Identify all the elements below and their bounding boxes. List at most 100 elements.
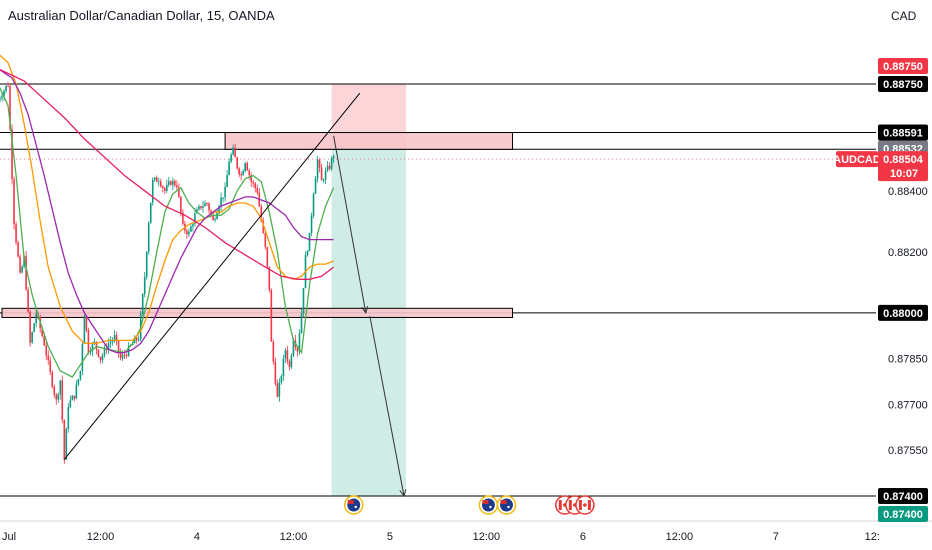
y-axis-tick-label: 0.88400	[888, 186, 928, 198]
candle	[168, 181, 170, 185]
candle	[23, 255, 25, 267]
candle	[170, 181, 172, 185]
candle	[151, 179, 154, 203]
projection-arrow[interactable]	[369, 315, 405, 497]
currency-label: CAD	[891, 9, 917, 23]
australia-event-icon[interactable]	[496, 495, 517, 515]
resistance-zone[interactable]	[224, 132, 514, 150]
x-axis-tick-label: 6	[580, 531, 586, 543]
candle	[5, 85, 7, 91]
candle	[220, 197, 222, 207]
candle	[21, 266, 23, 273]
australia-event-icon[interactable]	[478, 495, 499, 515]
candle	[308, 232, 311, 251]
candle	[268, 266, 271, 291]
canada-event-icon[interactable]	[575, 495, 595, 515]
x-axis-tick-label: 5	[387, 531, 393, 543]
candle	[25, 255, 27, 290]
candle	[264, 232, 267, 248]
x-axis-tick-label: 12:00	[666, 531, 694, 543]
candle	[141, 294, 144, 314]
candle	[57, 394, 60, 400]
candle	[288, 361, 291, 368]
candle	[7, 85, 9, 87]
candle	[113, 335, 116, 340]
candle	[65, 428, 68, 460]
x-axis-tick-label: 12:00	[87, 531, 115, 543]
candle	[31, 332, 33, 343]
candle	[234, 147, 236, 158]
ca-flag-bar	[578, 500, 582, 510]
candle	[159, 181, 162, 187]
support-zone[interactable]	[1, 307, 514, 318]
candle	[198, 206, 200, 210]
price-badge	[878, 506, 928, 522]
candle	[190, 226, 192, 232]
candle	[155, 177, 158, 182]
ca-flag-bar	[568, 500, 572, 510]
moving-average-line	[0, 68, 334, 280]
candle	[115, 335, 118, 341]
x-axis-tick-label: 4	[194, 531, 200, 543]
price-badge	[878, 304, 928, 321]
au-flag-star	[354, 505, 357, 509]
candle	[202, 206, 204, 209]
candle	[95, 341, 98, 350]
x-axis-tick-label: 12:00	[473, 531, 501, 543]
chart-title: Australian Dollar/Canadian Dollar, 15, O…	[8, 8, 275, 23]
moving-average-line	[0, 69, 334, 354]
candle	[174, 180, 176, 186]
au-flag-canton	[500, 500, 507, 504]
price-badge	[878, 58, 928, 74]
candle	[11, 129, 13, 179]
candle	[228, 161, 230, 176]
candle	[29, 311, 31, 343]
au-flag-canton	[482, 500, 489, 504]
candle	[266, 247, 269, 267]
candle	[306, 250, 309, 256]
price-badge-label: 0.88750	[883, 61, 923, 73]
projection-arrow[interactable]	[333, 135, 367, 313]
candle	[260, 206, 263, 222]
candle	[210, 210, 212, 215]
candle	[298, 333, 301, 352]
candle	[121, 354, 124, 359]
x-axis-tick-label: 12:00	[280, 531, 308, 543]
candle	[206, 203, 208, 205]
candle	[9, 86, 11, 130]
candle	[33, 323, 35, 333]
candle	[242, 171, 244, 176]
candle	[157, 181, 160, 183]
australia-event-icon[interactable]	[343, 495, 364, 515]
candle	[240, 174, 242, 176]
candle	[274, 361, 277, 384]
candle	[296, 347, 299, 352]
candle	[186, 230, 188, 235]
candle	[252, 181, 255, 184]
candle	[212, 214, 214, 221]
candle	[200, 206, 202, 209]
candle	[97, 349, 100, 357]
candle	[119, 352, 122, 359]
candle	[73, 395, 76, 399]
candle	[85, 315, 88, 331]
candle	[67, 407, 70, 429]
candle	[318, 159, 321, 168]
candle	[45, 345, 48, 356]
candle	[137, 339, 140, 341]
moving-average-line	[0, 86, 335, 378]
candle	[145, 251, 148, 277]
price-badge-label: 0.88000	[883, 308, 923, 320]
price-badge	[878, 488, 928, 504]
candle	[0, 98, 1, 100]
trendline[interactable]	[63, 92, 361, 460]
candle	[51, 372, 54, 387]
arrow-head	[399, 489, 407, 498]
au-flag-star	[507, 505, 510, 509]
ca-flag-bar	[587, 500, 591, 510]
candle	[324, 170, 327, 180]
take-profit-zone[interactable]	[331, 149, 406, 496]
price-badge	[878, 76, 928, 92]
candle	[278, 382, 281, 397]
